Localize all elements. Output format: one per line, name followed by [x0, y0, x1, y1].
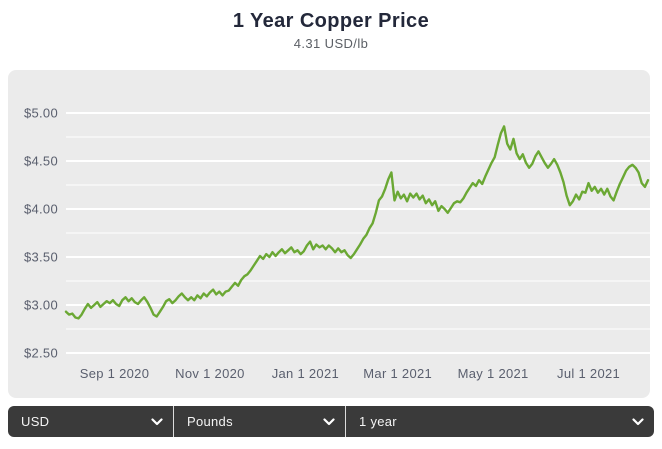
y-axis-label: $3.00: [24, 298, 58, 313]
y-axis-label: $3.50: [24, 250, 58, 265]
y-axis-label: $2.50: [24, 346, 58, 361]
time-range-dropdown[interactable]: 1 year: [345, 406, 654, 437]
x-axis-label: Nov 1 2020: [175, 366, 245, 381]
current-price-subtitle: 4.31 USD/lb: [293, 36, 369, 51]
y-axis-label: $4.00: [24, 202, 58, 217]
price-line: [64, 125, 650, 320]
page-title: 1 Year Copper Price: [232, 10, 430, 32]
y-axis-label: $4.50: [24, 154, 58, 169]
chevron-down-icon: [632, 417, 644, 426]
x-axis-label: Jul 1 2021: [557, 366, 620, 381]
x-axis-label: May 1 2021: [458, 366, 529, 381]
chart-controls-bar: USD Pounds 1 year: [8, 406, 654, 437]
x-axis-label: Sep 1 2020: [80, 366, 150, 381]
price-line-chart: $5.00 $4.50 $4.00 $3.50 $3.00 $2.50 Sep 1 2020…: [24, 106, 650, 381]
y-axis-label: $5.00: [24, 106, 58, 121]
chart-header: 1 Year Copper Price 4.31 USD/lb: [0, 8, 662, 51]
unit-dropdown-value: Pounds: [187, 414, 233, 429]
unit-dropdown[interactable]: Pounds: [173, 406, 345, 437]
chevron-down-icon: [323, 417, 335, 426]
currency-dropdown-value: USD: [21, 414, 50, 429]
chart-panel: $5.00 $4.50 $4.00 $3.50 $3.00 $2.50 Sep 1 2020…: [8, 70, 650, 398]
chevron-down-icon: [151, 417, 163, 426]
currency-dropdown[interactable]: USD: [8, 406, 173, 437]
x-axis-label: Jan 1 2021: [272, 366, 339, 381]
time-range-dropdown-value: 1 year: [359, 414, 397, 429]
x-axis-label: Mar 1 2021: [363, 366, 432, 381]
